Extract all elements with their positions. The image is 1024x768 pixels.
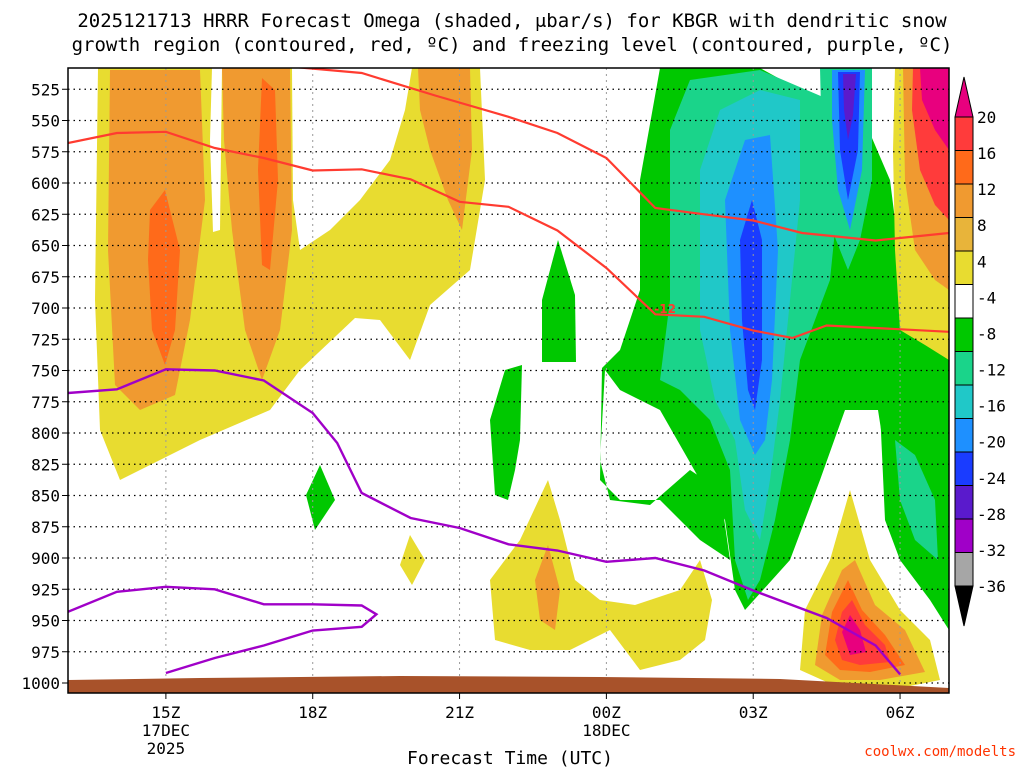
chart-title-line-2: growth region (contoured, red, ºC) and f… (72, 34, 953, 56)
y-tick-label: 825 (31, 455, 60, 474)
y-tick-label: 550 (31, 112, 60, 131)
colorbar-segment (954, 317, 974, 352)
y-axis-ticks: 525 550 575 600 625 650 675 700 725 750 775 800 825 8… (21, 80, 68, 693)
omega-fill-green-small3 (306, 465, 335, 530)
y-tick-label: 725 (31, 330, 60, 349)
colorbar-label: -20 (977, 433, 1006, 452)
colorbar-label: 12 (977, 180, 996, 199)
y-tick-label: 975 (31, 643, 60, 662)
omega-fill-yellow-small (400, 535, 425, 585)
omega-fill-green-small1 (490, 365, 522, 500)
y-tick-label: 625 (31, 205, 60, 224)
colorbar-label: -4 (977, 288, 996, 307)
plot-frame (67, 67, 950, 694)
colorbar-segment (954, 150, 974, 185)
y-tick-label: 850 (31, 487, 60, 506)
omega-fill-white-gap1 (210, 68, 222, 232)
omega-fill-darkorange-left (148, 190, 180, 365)
x-tick-label: 03Z (739, 703, 768, 722)
omega-fill-purple-05z (843, 74, 856, 140)
y-tick-label: 650 (31, 237, 60, 256)
colorbar-segment (954, 485, 974, 520)
colorbar-label: -8 (977, 324, 996, 343)
colorbar-segment (954, 351, 974, 386)
y-tick-label: 700 (31, 299, 60, 318)
colorbar-top-arrow (954, 76, 974, 118)
colorbar-bottom-arrow (954, 585, 974, 627)
colorbar-segment (954, 552, 974, 587)
x-tick-label: 00Z (592, 703, 621, 722)
colorbar-segment (954, 384, 974, 419)
colorbar-label: -16 (977, 397, 1006, 416)
colorbar-label: -28 (977, 505, 1006, 524)
omega-fill-green-small2 (542, 240, 576, 362)
x-tick-label: 2025 (147, 739, 186, 758)
omega-fill-teal-lower-right (895, 440, 938, 560)
plot-area: -12 (68, 68, 949, 693)
x-axis-label: Forecast Time (UTC) (407, 748, 613, 768)
omega-fill-orange-mid2 (418, 68, 472, 230)
y-tick-label: 525 (31, 80, 60, 99)
x-tick-label: 21Z (445, 703, 474, 722)
x-tick-label: 06Z (886, 703, 915, 722)
x-tick-label: 15Z (151, 703, 180, 722)
colorbar: 20 16 12 8 4 -4 -8 -12 -16 -20 -24 -28 -32 -36 (954, 76, 1006, 627)
y-tick-label: 950 (31, 612, 60, 631)
colorbar-segment (954, 183, 974, 218)
omega-fill-darkorange-mid1 (258, 78, 278, 270)
colorbar-segment (954, 250, 974, 285)
dgz-contour-top (293, 68, 949, 242)
x-tick-label: 18DEC (582, 721, 630, 740)
colorbar-label: -12 (977, 361, 1006, 380)
y-tick-label: 800 (31, 424, 60, 443)
colorbar-segment (954, 451, 974, 486)
ground-terrain (68, 676, 949, 693)
y-tick-label: 575 (31, 143, 60, 162)
colorbar-label: 4 (977, 252, 987, 271)
contour-label: -12 (654, 302, 676, 316)
chart-title-line-1: 2025121713 HRRR Forecast Omega (shaded, … (77, 10, 947, 32)
colorbar-label: -32 (977, 541, 1006, 560)
y-tick-label: 600 (31, 174, 60, 193)
dgz-contour-upper (68, 130, 949, 340)
omega-fill-darkblue-05z (838, 72, 860, 200)
colorbar-label: 16 (977, 144, 996, 163)
y-tick-label: 750 (31, 362, 60, 381)
y-tick-label: 925 (31, 580, 60, 599)
colorbar-segment (954, 418, 974, 453)
colorbar-segment (954, 284, 974, 319)
x-gridlines (165, 68, 901, 693)
omega-fill-magenta-topright (920, 68, 949, 150)
y-tick-label: 875 (31, 518, 60, 537)
x-tick-label: 17DEC (142, 721, 190, 740)
omega-fill-orange-lower (535, 545, 560, 630)
y-tick-label: 675 (31, 268, 60, 287)
y-tick-label: 1000 (21, 674, 60, 693)
freezing-level-contour-upper (68, 368, 902, 676)
x-tick-label: 18Z (298, 703, 327, 722)
colorbar-segment (954, 116, 974, 151)
colorbar-segment (954, 518, 974, 553)
y-tick-label: 775 (31, 393, 60, 412)
colorbar-segment (954, 217, 974, 252)
freezing-level-contour-lower (68, 585, 379, 675)
omega-fill-magenta-bottomright (842, 615, 866, 655)
colorbar-label: 8 (977, 216, 987, 235)
contour-labels: -12 (654, 302, 676, 316)
colorbar-label: -36 (977, 577, 1006, 596)
colorbar-label: -24 (977, 469, 1006, 488)
credit-label: coolwx.com/modelts (864, 744, 1016, 760)
colorbar-label: 20 (977, 108, 996, 127)
omega-fill-darkblue-right (740, 200, 762, 410)
y-tick-label: 900 (31, 549, 60, 568)
omega-fill-white-gap2 (292, 68, 412, 250)
